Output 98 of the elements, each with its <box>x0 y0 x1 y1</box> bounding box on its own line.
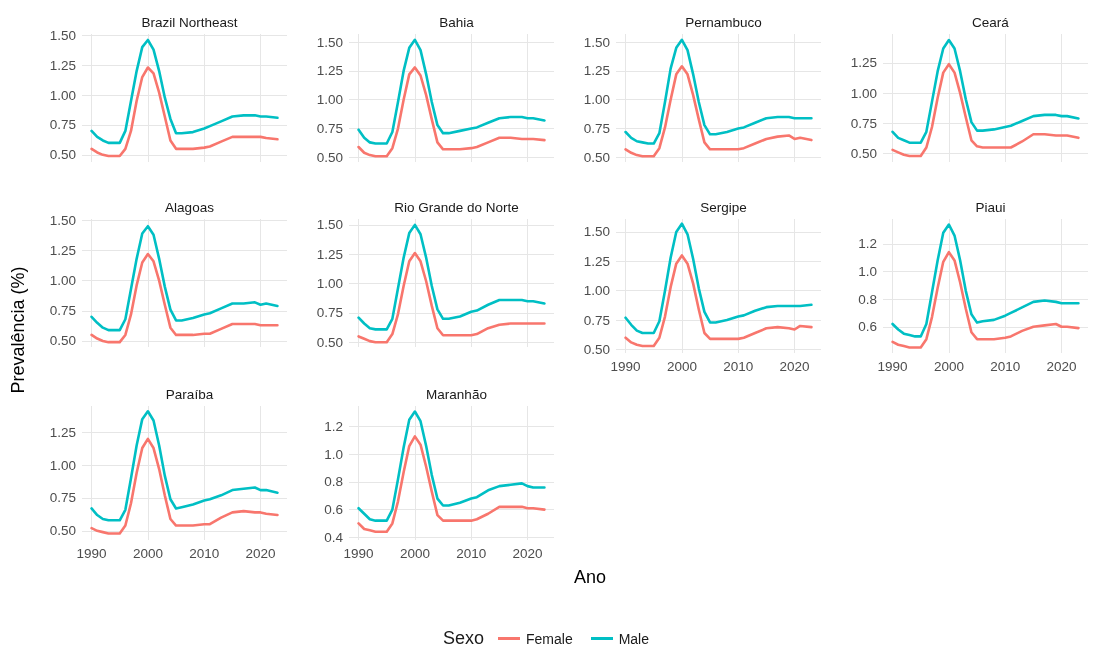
x-tick-label: 2000 <box>666 358 697 374</box>
line-series <box>357 410 546 522</box>
chart-title: Sergipe <box>700 199 747 215</box>
y-tick-label: 1.00 <box>583 283 610 299</box>
chart-title: Alagoas <box>165 199 215 215</box>
y-tick-label: 0.75 <box>583 312 610 328</box>
y-tick-label: 1.25 <box>49 424 76 440</box>
y-tick-label: 1.50 <box>316 217 343 233</box>
x-tick-label: 2020 <box>245 545 276 561</box>
chart-title: Ceará <box>972 14 1010 30</box>
y-tick-label: 0.50 <box>49 523 76 539</box>
y-tick-label: 0.6 <box>324 502 343 518</box>
y-tick-label: 1.00 <box>316 276 343 292</box>
y-tick-label: 1.00 <box>850 85 877 101</box>
y-tick-label: 0.50 <box>316 149 343 165</box>
legend-label: Male <box>618 630 650 647</box>
y-tick-label: 1.25 <box>316 63 343 79</box>
line-series <box>90 437 279 535</box>
y-tick-label: 1.50 <box>583 34 610 50</box>
y-tick-label: 0.75 <box>583 121 610 137</box>
y-tick-label: 1.00 <box>583 92 610 108</box>
y-tick-label: 1.25 <box>49 57 76 73</box>
x-tick-label: 2010 <box>990 358 1021 374</box>
x-tick-label: 2010 <box>456 545 487 561</box>
y-tick-label: 1.25 <box>850 55 877 71</box>
line-series <box>90 252 279 344</box>
y-tick-label: 1.25 <box>316 246 343 262</box>
y-tick-label: 1.50 <box>316 34 343 50</box>
y-tick-label: 1.00 <box>49 273 76 289</box>
y-tick-label: 1.00 <box>316 92 343 108</box>
x-tick-label: 2010 <box>189 545 220 561</box>
y-tick-label: 0.75 <box>316 305 343 321</box>
y-tick-label: 0.75 <box>316 121 343 137</box>
line-series <box>357 66 546 158</box>
line-series <box>357 38 546 145</box>
chart-title: Brazil Northeast <box>141 14 238 30</box>
y-tick-label: 1.2 <box>858 236 877 252</box>
line-series <box>624 38 813 145</box>
y-axis-title: Prevalência (%) <box>7 266 29 394</box>
line-series <box>90 66 279 158</box>
y-tick-label: 0.50 <box>583 341 610 357</box>
line-series <box>357 251 546 344</box>
line-series <box>357 435 546 534</box>
x-tick-label: 2010 <box>723 358 754 374</box>
y-tick-label: 1.0 <box>858 263 877 279</box>
chart-title: Piaui <box>975 199 1006 215</box>
x-tick-label: 1990 <box>877 358 908 374</box>
y-tick-label: 1.2 <box>324 419 343 435</box>
y-tick-label: 0.4 <box>324 529 344 545</box>
line-series <box>891 250 1080 349</box>
y-tick-label: 0.50 <box>583 149 610 165</box>
x-tick-label: 1990 <box>610 358 641 374</box>
y-tick-label: 0.50 <box>49 147 76 163</box>
y-tick-label: 0.8 <box>858 291 877 307</box>
x-tick-label: 2020 <box>779 358 810 374</box>
y-tick-label: 1.25 <box>49 242 76 258</box>
x-tick-label: 1990 <box>343 545 374 561</box>
y-tick-label: 1.50 <box>583 224 610 240</box>
x-tick-label: 2000 <box>933 358 964 374</box>
y-tick-label: 1.50 <box>49 27 76 43</box>
chart-title: Rio Grande do Norte <box>394 199 519 215</box>
y-tick-label: 1.0 <box>324 446 343 462</box>
y-tick-label: 1.50 <box>49 212 76 228</box>
x-tick-label: 1990 <box>76 545 107 561</box>
y-tick-label: 1.00 <box>49 87 76 103</box>
line-series <box>891 223 1080 338</box>
line-series <box>357 223 546 331</box>
line-series <box>624 254 813 348</box>
y-tick-label: 0.50 <box>49 333 76 349</box>
y-tick-label: 1.00 <box>49 457 76 473</box>
chart-title: Paraíba <box>165 386 214 402</box>
y-tick-label: 1.25 <box>583 63 610 79</box>
y-tick-label: 0.6 <box>858 319 877 335</box>
line-series <box>624 222 813 335</box>
x-tick-label: 2020 <box>1046 358 1077 374</box>
line-series <box>624 64 813 158</box>
x-axis-title: Ano <box>573 566 607 588</box>
y-tick-label: 1.25 <box>583 253 610 269</box>
y-tick-label: 0.75 <box>49 303 76 319</box>
x-tick-label: 2000 <box>399 545 430 561</box>
legend-title: Sexo <box>442 628 484 649</box>
chart-title: Pernambuco <box>685 14 762 30</box>
chart-title: Maranhão <box>426 386 487 402</box>
y-tick-label: 0.8 <box>324 474 343 490</box>
y-tick-label: 0.50 <box>850 146 877 162</box>
x-tick-label: 2020 <box>512 545 543 561</box>
y-tick-label: 0.50 <box>316 334 343 350</box>
x-tick-label: 2000 <box>132 545 163 561</box>
line-series <box>90 409 279 522</box>
line-series <box>891 62 1080 158</box>
legend-label: Female <box>525 630 573 647</box>
line-series <box>891 38 1080 144</box>
y-tick-label: 0.75 <box>49 490 76 506</box>
line-series <box>90 224 279 332</box>
line-series <box>90 38 279 145</box>
y-tick-label: 0.75 <box>850 115 877 131</box>
y-tick-label: 0.75 <box>49 117 76 133</box>
chart-title: Bahia <box>439 14 475 30</box>
